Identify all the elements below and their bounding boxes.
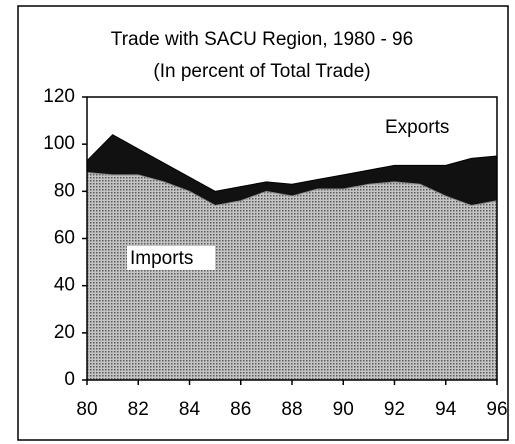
label-box (127, 246, 215, 270)
y-tick-label: 100 (43, 133, 75, 154)
chart-subtitle: (In percent of Total Trade) (153, 61, 370, 82)
x-tick-label: 88 (281, 399, 302, 420)
area-line (86, 134, 498, 192)
x-tick-label: 94 (435, 399, 457, 420)
area-fill (87, 172, 497, 380)
x-tick-label: 82 (128, 399, 149, 420)
area-line (86, 171, 498, 207)
x-tick-label: 86 (230, 399, 251, 420)
y-tick-label: 0 (64, 369, 75, 390)
y-tick-label: 60 (54, 228, 75, 249)
x-tick-label: 90 (333, 399, 354, 420)
series-label: Imports (130, 248, 193, 269)
y-tick-label: 40 (54, 275, 75, 296)
x-tick-label: 92 (384, 399, 405, 420)
x-tick-label: 80 (76, 399, 97, 420)
y-tick-label: 120 (43, 86, 75, 107)
y-tick-label: 20 (54, 322, 75, 343)
series-label: Exports (385, 117, 449, 138)
x-tick-label: 84 (179, 399, 201, 420)
y-tick-label: 80 (54, 180, 75, 201)
x-tick-label: 96 (486, 399, 507, 420)
chart-title: Trade with SACU Region, 1980 - 96 (111, 29, 413, 50)
frame (17, 5, 509, 441)
